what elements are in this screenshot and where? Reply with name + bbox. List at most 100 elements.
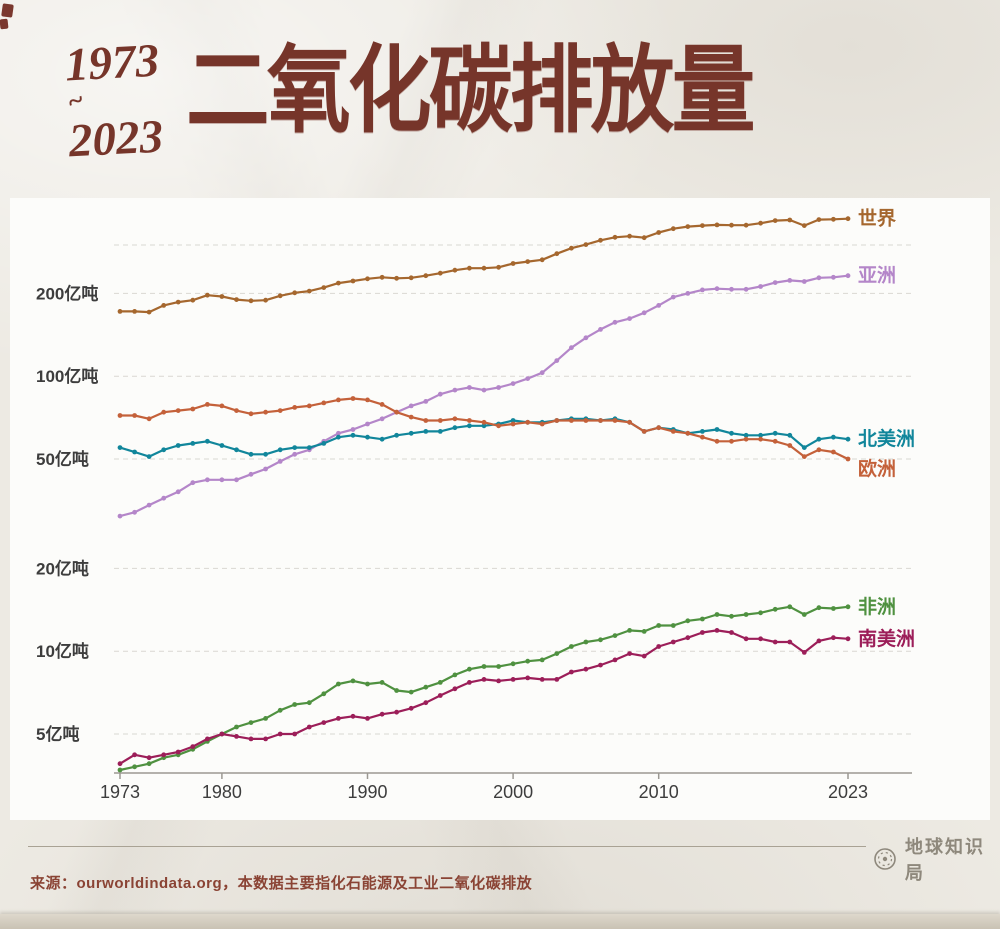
series-point-europe bbox=[190, 406, 196, 412]
series-line-world bbox=[118, 217, 850, 314]
series-point-asia bbox=[379, 416, 385, 422]
series-point-south-america bbox=[583, 666, 589, 672]
series-point-europe bbox=[641, 429, 647, 434]
series-point-europe bbox=[787, 443, 793, 448]
series-point-asia bbox=[423, 399, 429, 404]
series-point-world bbox=[379, 274, 385, 280]
series-point-world bbox=[481, 265, 487, 271]
series-point-north-america bbox=[801, 445, 807, 450]
series-point-north-america bbox=[306, 445, 312, 450]
series-point-europe bbox=[161, 409, 167, 415]
title-year-range: 1973 ~ 2023 bbox=[55, 35, 173, 168]
series-label-europe: 欧洲 bbox=[858, 457, 896, 480]
series-point-world bbox=[787, 217, 793, 223]
series-point-world bbox=[670, 226, 676, 232]
series-point-world bbox=[234, 297, 239, 302]
x-axis-label: 2010 bbox=[639, 782, 679, 802]
series-point-africa bbox=[714, 612, 720, 617]
series-point-africa bbox=[816, 605, 822, 611]
series-point-south-america bbox=[510, 677, 516, 682]
series-point-north-america bbox=[467, 423, 472, 429]
series-point-asia bbox=[234, 477, 239, 483]
y-axis-label: 10亿吨 bbox=[36, 641, 89, 661]
series-point-africa bbox=[321, 691, 327, 697]
title-block: 1973 ~ 2023 二氧化碳排放量 bbox=[55, 35, 830, 168]
series-point-south-america bbox=[787, 639, 793, 645]
series-point-north-america bbox=[423, 429, 429, 434]
series-point-asia bbox=[787, 278, 793, 283]
title-tilde: ~ bbox=[62, 84, 89, 119]
series-point-europe bbox=[627, 419, 632, 425]
series-point-africa bbox=[787, 604, 793, 610]
series-point-world bbox=[612, 234, 618, 240]
series-point-north-america bbox=[787, 432, 793, 438]
series-point-south-america bbox=[423, 700, 429, 706]
series-point-africa bbox=[700, 616, 705, 622]
series-point-africa bbox=[729, 613, 734, 619]
series-point-north-america bbox=[336, 434, 341, 440]
series-point-south-america bbox=[481, 677, 487, 682]
x-axis-label: 1973 bbox=[100, 782, 140, 802]
series-point-south-america bbox=[205, 736, 210, 742]
series-point-europe bbox=[772, 438, 778, 444]
series-point-world bbox=[583, 242, 589, 247]
series-point-africa bbox=[234, 724, 239, 730]
series-point-asia bbox=[743, 286, 749, 292]
series-point-africa bbox=[423, 684, 429, 690]
series-point-asia bbox=[641, 310, 647, 316]
series-point-africa bbox=[656, 623, 662, 628]
series-point-south-america bbox=[336, 716, 341, 721]
series-point-world bbox=[627, 233, 632, 239]
series-point-africa bbox=[831, 606, 836, 611]
series-point-europe bbox=[306, 403, 312, 409]
series-point-north-america bbox=[234, 447, 239, 453]
series-point-asia bbox=[496, 385, 501, 390]
series-point-north-america bbox=[700, 429, 705, 434]
title-year-end: 2023 bbox=[67, 110, 165, 168]
series-point-world bbox=[569, 245, 574, 251]
series-point-north-america bbox=[743, 432, 749, 438]
series-point-north-america bbox=[831, 434, 836, 440]
series-point-world bbox=[743, 222, 749, 228]
series-point-asia bbox=[816, 275, 822, 281]
series-point-asia bbox=[525, 376, 531, 381]
series-point-south-america bbox=[656, 644, 662, 649]
series-point-north-america bbox=[845, 436, 851, 442]
series-point-south-america bbox=[525, 675, 531, 681]
series-point-africa bbox=[365, 681, 370, 687]
series-point-asia bbox=[205, 477, 210, 483]
x-axis-label: 1990 bbox=[347, 782, 387, 802]
series-point-world bbox=[758, 220, 763, 226]
series-point-africa bbox=[845, 604, 851, 610]
series-point-europe bbox=[248, 411, 254, 417]
series-point-world bbox=[132, 309, 137, 314]
series-point-world bbox=[321, 285, 327, 290]
y-axis-label: 200亿吨 bbox=[36, 283, 98, 303]
series-point-africa bbox=[612, 633, 618, 638]
series-point-africa bbox=[263, 716, 268, 721]
series-point-world bbox=[539, 257, 545, 263]
y-axis-label: 5亿吨 bbox=[36, 724, 79, 744]
series-point-south-america bbox=[801, 650, 807, 655]
series-point-africa bbox=[277, 707, 283, 713]
series-point-north-america bbox=[219, 443, 225, 448]
series-point-south-america bbox=[190, 744, 196, 749]
series-point-north-america bbox=[205, 438, 210, 444]
series-point-europe bbox=[467, 418, 472, 423]
series-point-europe bbox=[714, 438, 720, 444]
y-axis-label: 50亿吨 bbox=[36, 449, 89, 469]
brand-name: 地球知识局 bbox=[905, 837, 985, 883]
series-point-north-america bbox=[408, 430, 414, 436]
series-line-europe bbox=[118, 397, 850, 461]
series-point-asia bbox=[714, 286, 720, 292]
corner-stamp-mark bbox=[0, 18, 9, 30]
series-point-europe bbox=[321, 400, 327, 406]
series-point-europe bbox=[117, 413, 123, 418]
series-point-asia bbox=[292, 451, 298, 457]
series-point-asia bbox=[685, 291, 691, 296]
series-point-asia bbox=[539, 370, 545, 376]
series-point-north-america bbox=[510, 418, 516, 423]
series-point-asia bbox=[437, 391, 443, 397]
series-point-world bbox=[801, 223, 807, 228]
series-point-world bbox=[306, 288, 312, 294]
